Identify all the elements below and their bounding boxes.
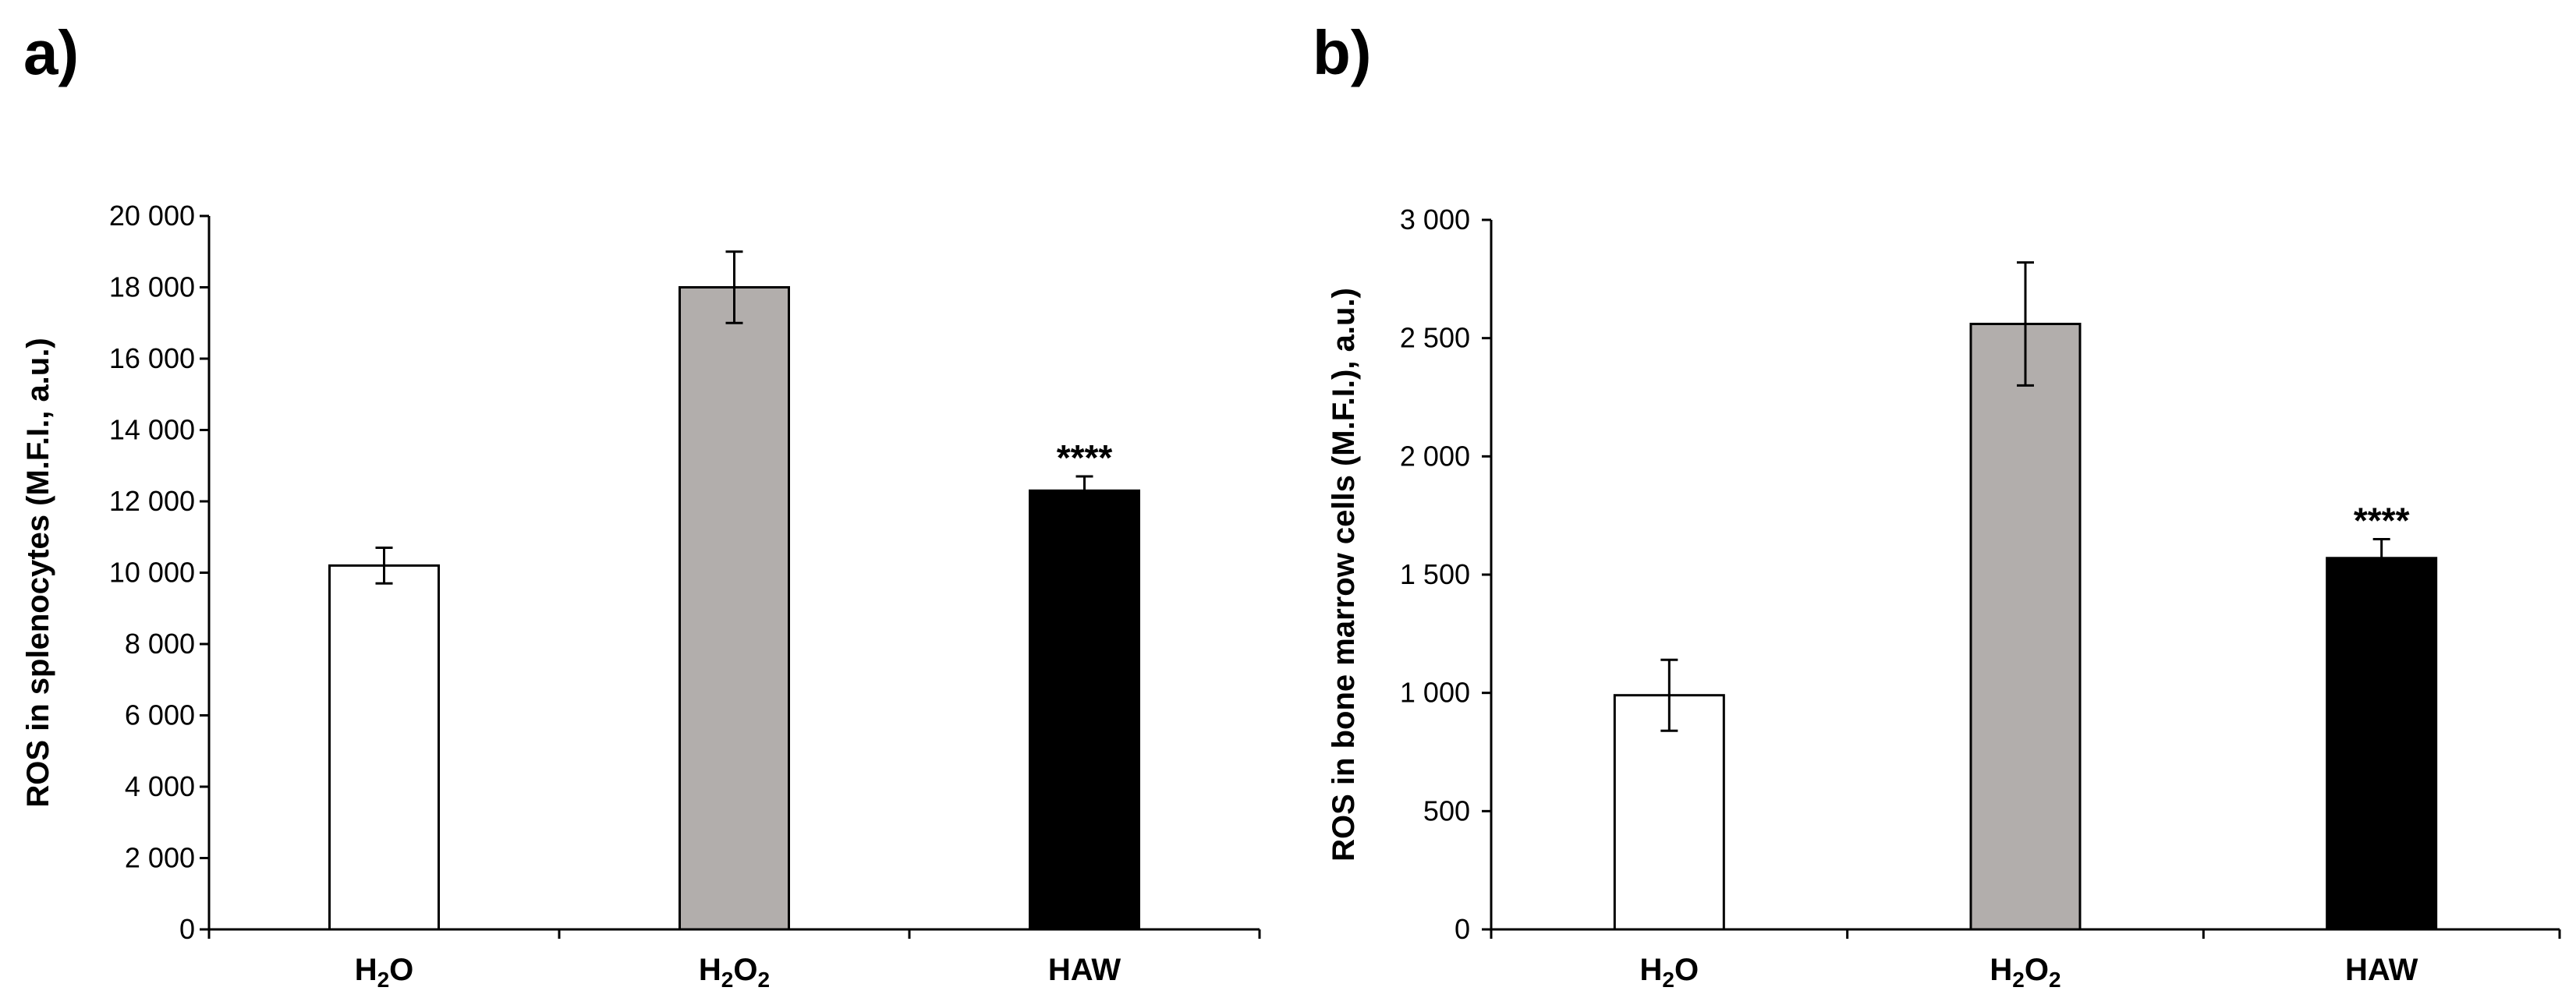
category-label: H2O2: [699, 953, 770, 992]
y-tick-label: 3 000: [1400, 203, 1470, 235]
bar: [1029, 489, 1140, 931]
y-tick-label: 10 000: [109, 557, 195, 589]
y-tick-label: 0: [1455, 913, 1470, 945]
y-tick-label: 14 000: [109, 414, 195, 446]
y-tick-label: 4 000: [125, 770, 195, 802]
category-label: H2O: [1640, 953, 1699, 992]
y-axis-title: ROS in bone marrow cells (M.F.I.), a.u.): [1327, 288, 1361, 862]
category-label: H2O: [355, 953, 414, 992]
y-tick-label: 2 000: [125, 842, 195, 874]
y-tick-label: 6 000: [125, 699, 195, 731]
chart-panel-a: a) 0 2 000 4 000 6 000 8 000 10 000 12 000 14 00…: [21, 18, 1261, 992]
bar: [1613, 694, 1725, 931]
y-tick-label: 16 000: [109, 342, 195, 374]
y-tick-label: 1 500: [1400, 558, 1470, 590]
bar: [2326, 557, 2438, 931]
y-tick-label: 500: [1423, 795, 1470, 826]
bar: [679, 286, 790, 931]
y-axis-title: ROS in splenocytes (M.F.I., a.u.): [21, 338, 55, 807]
y-tick-label: 2 500: [1400, 322, 1470, 354]
y-tick-label: 2 000: [1400, 440, 1470, 472]
y-tick-label: 0: [179, 913, 195, 945]
chart-panel-b: b) 0 500 1 000 1 500 2 000 2 500 3 000 H2O H2O2 **…: [1313, 18, 2561, 992]
y-tick-label: 12 000: [109, 485, 195, 517]
category-label: H2O2: [1990, 953, 2060, 992]
y-tick-label: 18 000: [109, 271, 195, 303]
panel-label: a): [23, 18, 79, 87]
category-label: HAW: [1048, 953, 1121, 987]
y-tick-label: 20 000: [109, 200, 195, 232]
significance-label: ****: [2354, 501, 2410, 541]
bar: [328, 564, 440, 931]
y-tick-label: 8 000: [125, 628, 195, 660]
y-tick-label: 1 000: [1400, 677, 1470, 709]
significance-label: ****: [1057, 437, 1113, 478]
bar: [1969, 322, 2082, 931]
category-label: HAW: [2345, 953, 2418, 987]
panel-label: b): [1313, 18, 1372, 87]
